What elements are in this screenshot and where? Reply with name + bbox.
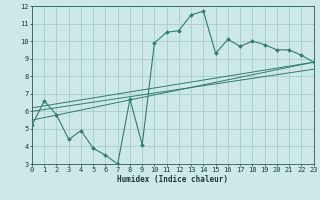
X-axis label: Humidex (Indice chaleur): Humidex (Indice chaleur) — [117, 175, 228, 184]
